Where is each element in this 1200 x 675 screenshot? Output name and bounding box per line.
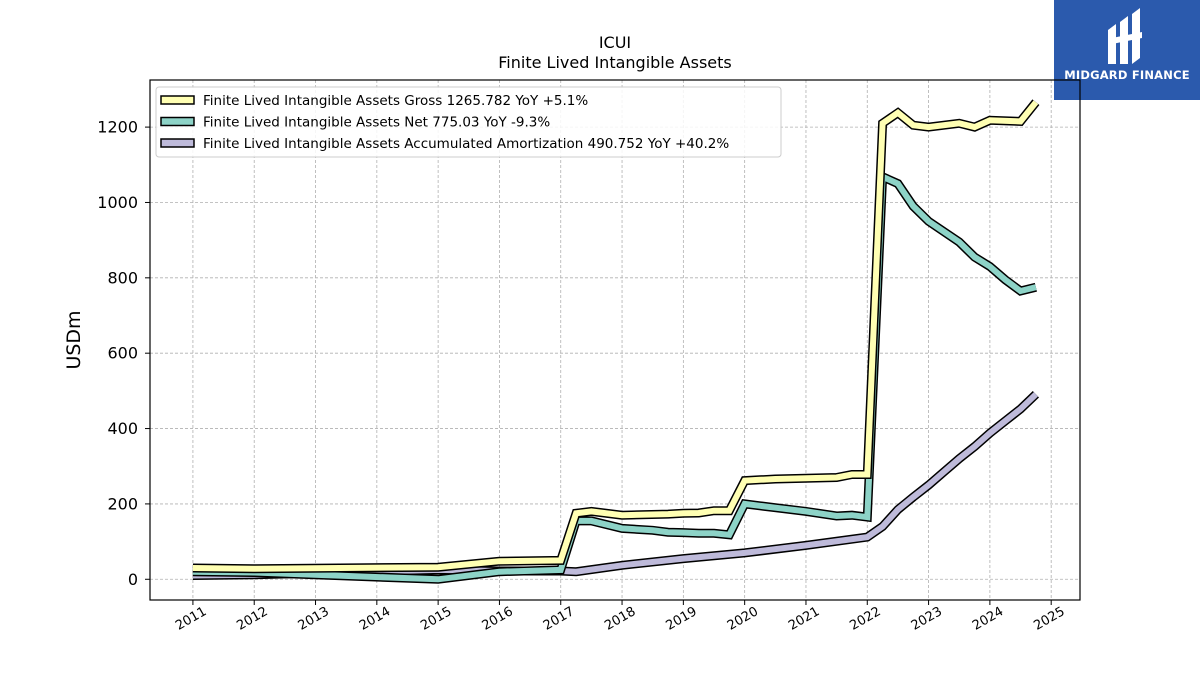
y-tick-label: 1000	[97, 193, 138, 212]
legend-swatch-amortization	[160, 138, 195, 148]
y-tick-label: 200	[107, 494, 138, 513]
y-tick-label: 600	[107, 344, 138, 363]
chart-title: ICUI	[599, 33, 631, 52]
x-tick-label: 2012	[234, 604, 270, 634]
x-tick-label: 2021	[786, 604, 822, 634]
x-tick-label: 2015	[418, 604, 454, 634]
axis-ticks: 0 200 400 600 800 1000 1200 2011 2012 2013 2014 201…	[97, 118, 1067, 634]
x-tick-label: 2018	[602, 604, 638, 634]
y-tick-label: 1200	[97, 118, 138, 137]
legend-label-net: Finite Lived Intangible Assets Net 775.0…	[203, 115, 550, 131]
x-tick-label: 2019	[664, 604, 700, 634]
chart-subtitle: Finite Lived Intangible Assets	[498, 53, 731, 72]
legend-swatch-gross	[160, 95, 195, 105]
y-tick-label: 400	[107, 419, 138, 438]
plot-frame	[149, 79, 1081, 601]
x-tick-label: 2020	[725, 604, 761, 634]
brand-logo-icon	[1108, 8, 1142, 64]
legend-label-gross: Finite Lived Intangible Assets Gross 126…	[203, 93, 588, 109]
grid-lines	[150, 80, 1080, 600]
legend-label-amortization: Finite Lived Intangible Assets Accumulat…	[203, 136, 729, 152]
x-tick-label: 2013	[296, 604, 332, 634]
series-line-gross	[192, 100, 1039, 572]
y-tick-label: 0	[128, 570, 138, 589]
x-tick-label: 2023	[909, 604, 945, 634]
series-line-outline-net	[192, 170, 1037, 584]
x-tick-label: 2011	[173, 604, 209, 634]
brand-logo: MIDGARD FINANCE	[1054, 0, 1200, 100]
legend-swatch-net	[160, 116, 195, 127]
x-tick-label: 2024	[970, 604, 1006, 634]
series-lines	[192, 99, 1040, 584]
legend: Finite Lived Intangible Assets Gross 126…	[155, 86, 782, 158]
legend-box	[155, 86, 782, 158]
x-tick-label: 2025	[1031, 604, 1067, 634]
series-line-outline-amortization	[192, 391, 1040, 580]
y-tick-label: 800	[107, 268, 138, 287]
series-line-amortization	[192, 392, 1038, 579]
x-tick-label: 2016	[480, 604, 516, 634]
x-tick-label: 2022	[847, 604, 883, 634]
brand-name: MIDGARD FINANCE	[1064, 68, 1190, 82]
x-tick-label: 2014	[357, 604, 393, 634]
series-line-net	[192, 172, 1037, 583]
y-axis-label: USDm	[63, 310, 85, 369]
x-tick-label: 2017	[541, 604, 577, 634]
